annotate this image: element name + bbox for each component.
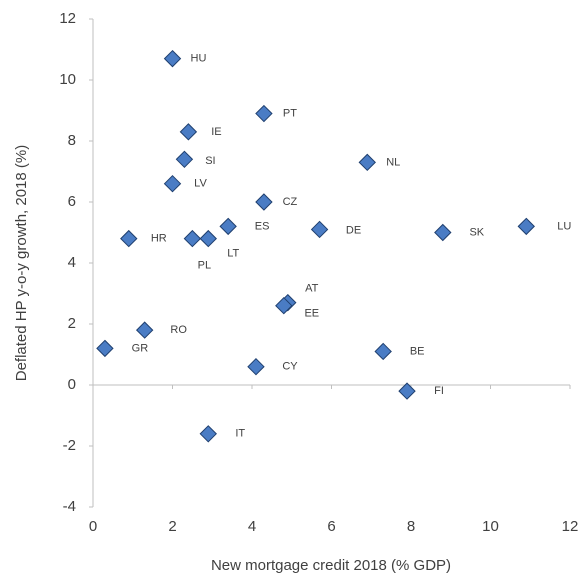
point bbox=[247, 357, 265, 376]
x-tick-label: 0 bbox=[89, 518, 97, 535]
point bbox=[310, 220, 329, 239]
x-tick-label: 2 bbox=[168, 518, 176, 535]
point bbox=[163, 174, 182, 193]
y-tick-label: -2 bbox=[63, 437, 76, 454]
point-label: FI bbox=[434, 385, 444, 397]
point bbox=[183, 229, 202, 248]
point-label: DE bbox=[346, 224, 361, 236]
point bbox=[275, 296, 293, 315]
point bbox=[199, 425, 217, 443]
point-label: HR bbox=[151, 233, 167, 245]
point-label: SK bbox=[469, 226, 484, 238]
point-label: LV bbox=[194, 178, 207, 190]
point bbox=[517, 217, 535, 236]
x-tick-label: 6 bbox=[327, 518, 335, 535]
point-label: PL bbox=[198, 260, 211, 272]
x-axis-label: New mortgage credit 2018 (% GDP) bbox=[211, 557, 451, 574]
point-label: ES bbox=[255, 220, 270, 232]
point-label: IE bbox=[211, 126, 221, 138]
point-label: IT bbox=[235, 428, 245, 440]
point-label: LU bbox=[557, 220, 571, 232]
y-tick-label: 8 bbox=[68, 132, 76, 149]
point-label: BE bbox=[410, 345, 425, 357]
x-tick-label: 4 bbox=[248, 518, 256, 535]
point bbox=[175, 150, 194, 169]
y-tick-label: 10 bbox=[59, 71, 76, 88]
x-tick-label: 8 bbox=[407, 518, 415, 535]
y-tick-label: 2 bbox=[68, 315, 76, 332]
y-tick-label: 6 bbox=[68, 193, 76, 210]
point-label: LT bbox=[227, 248, 239, 260]
point-label: AT bbox=[305, 283, 319, 295]
point bbox=[219, 217, 237, 236]
point-label: RO bbox=[170, 324, 187, 336]
y-tick-label: 12 bbox=[59, 10, 76, 27]
point bbox=[120, 229, 138, 248]
point-label: NL bbox=[386, 156, 400, 168]
point bbox=[199, 229, 217, 248]
point-label: GR bbox=[132, 342, 149, 354]
point-label: CY bbox=[282, 361, 298, 373]
x-tick-label: 12 bbox=[562, 518, 579, 535]
point-label: HU bbox=[191, 53, 207, 65]
x-tick-label: 10 bbox=[482, 518, 499, 535]
point-label: EE bbox=[304, 308, 319, 320]
y-tick-label: -4 bbox=[63, 498, 76, 515]
y-axis-label: Deflated HP y-o-y growth, 2018 (%) bbox=[13, 145, 30, 382]
point bbox=[96, 339, 114, 358]
point-label: CZ bbox=[283, 196, 298, 208]
point bbox=[434, 223, 452, 242]
y-tick-label: 0 bbox=[68, 376, 76, 393]
point bbox=[179, 123, 198, 141]
point bbox=[358, 153, 376, 172]
point bbox=[163, 49, 182, 68]
point-label: PT bbox=[283, 107, 297, 119]
point bbox=[135, 321, 154, 339]
point bbox=[374, 342, 392, 361]
y-tick-label: 4 bbox=[68, 254, 76, 271]
point bbox=[255, 193, 273, 211]
point bbox=[398, 382, 416, 400]
point-label: SI bbox=[205, 155, 215, 167]
point bbox=[255, 104, 273, 123]
